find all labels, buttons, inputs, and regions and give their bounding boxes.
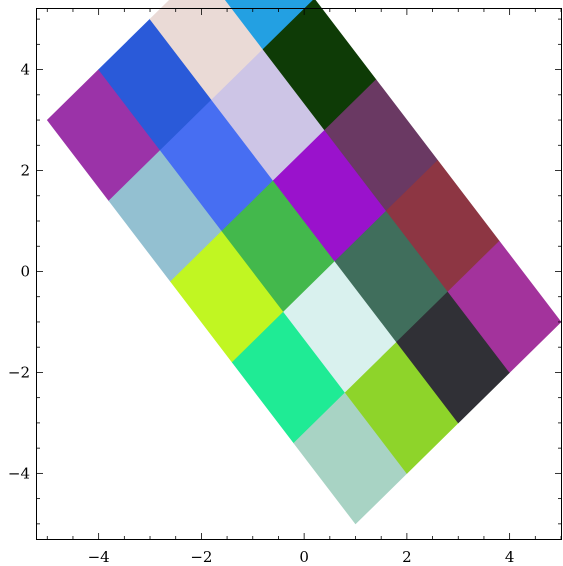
x-tick-label: −2	[190, 548, 212, 566]
x-tick-label: 2	[402, 548, 412, 566]
y-tick-label: −4	[8, 464, 30, 482]
x-tick-label: 0	[299, 548, 309, 566]
x-tick-label: 4	[505, 548, 515, 566]
cell-r0-c3	[224, 0, 314, 50]
x-tick-label: −4	[88, 548, 110, 566]
y-tick-label: −2	[8, 363, 30, 381]
y-tick-label: 2	[20, 162, 30, 180]
ticks-group	[37, 9, 562, 539]
plot-frame	[36, 8, 562, 540]
y-tick-label: 4	[20, 61, 30, 79]
cells-group	[46, 0, 562, 525]
labels-group: −4 −2 0 2 4 4 2 0 −2 −4	[8, 61, 515, 566]
y-tick-label: 0	[20, 262, 30, 280]
